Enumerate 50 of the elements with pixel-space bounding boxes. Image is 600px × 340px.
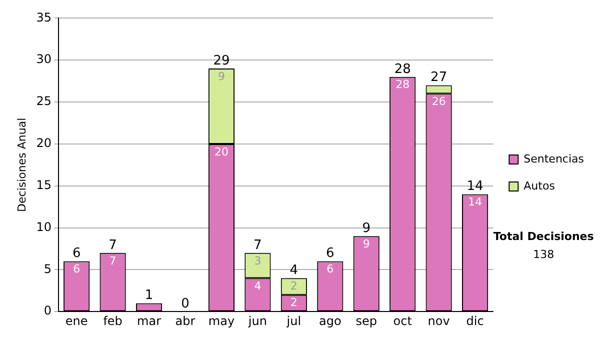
total-label: 7 bbox=[254, 238, 262, 253]
x-tick-label: ago bbox=[318, 314, 342, 328]
x-tick-label: dic bbox=[466, 314, 484, 328]
text: Total Decisiones bbox=[493, 230, 594, 243]
total-label: 1 bbox=[144, 288, 154, 304]
total-label: 27 bbox=[430, 70, 448, 86]
y-tick-label: 20 bbox=[36, 136, 52, 150]
y-tick-label: 0 bbox=[44, 304, 52, 318]
x-tick-label: ene bbox=[65, 314, 88, 328]
x-tick-label: jun bbox=[247, 314, 267, 328]
data-label: 20 bbox=[214, 145, 228, 158]
data-label: 7 bbox=[109, 254, 116, 268]
total-label: 14 bbox=[466, 179, 484, 194]
y-tick-label: 15 bbox=[36, 178, 52, 192]
y-tick-label: 5 bbox=[44, 262, 52, 276]
data-label: 2 bbox=[290, 296, 298, 310]
data-label: 14 bbox=[468, 196, 482, 209]
x-tick-label: feb bbox=[103, 314, 122, 328]
total-label: 0 bbox=[181, 296, 190, 312]
data-label: 26 bbox=[432, 95, 446, 108]
text: 138 bbox=[533, 248, 554, 261]
x-tick-label: jul bbox=[286, 314, 302, 328]
data-label: 6 bbox=[73, 262, 80, 276]
total-label: 9 bbox=[362, 221, 371, 236]
data-label: 28 bbox=[396, 78, 410, 92]
y-tick-label: 10 bbox=[36, 220, 52, 234]
data-label: 9 bbox=[218, 70, 225, 83]
total-label: 7 bbox=[108, 238, 117, 253]
x-tick-label: nov bbox=[428, 314, 450, 328]
y-axis-title: Decisiones Anual bbox=[15, 118, 28, 212]
legend-label: Autos bbox=[524, 179, 556, 192]
y-tick-label: 25 bbox=[36, 94, 52, 108]
x-tick-label: mar bbox=[137, 314, 162, 328]
x-tick-label: abr bbox=[175, 314, 196, 328]
y-tick-label: 35 bbox=[36, 10, 52, 24]
x-tick-label: may bbox=[208, 314, 235, 328]
x-tick-label: sep bbox=[356, 314, 377, 328]
x-tick-label: oct bbox=[393, 314, 412, 328]
data-label: 6 bbox=[326, 262, 334, 276]
total-label: 6 bbox=[72, 246, 81, 262]
legend-label: Sentencias bbox=[524, 152, 584, 166]
data-label: 4 bbox=[254, 279, 262, 292]
total-label: 29 bbox=[213, 53, 230, 68]
data-label: 2 bbox=[290, 279, 298, 292]
data-label: 9 bbox=[362, 238, 370, 251]
total-label: 4 bbox=[290, 262, 298, 278]
total-label: 6 bbox=[326, 246, 334, 262]
total-label: 28 bbox=[394, 62, 411, 77]
data-label: 3 bbox=[254, 254, 262, 268]
y-tick-label: 30 bbox=[36, 52, 52, 66]
